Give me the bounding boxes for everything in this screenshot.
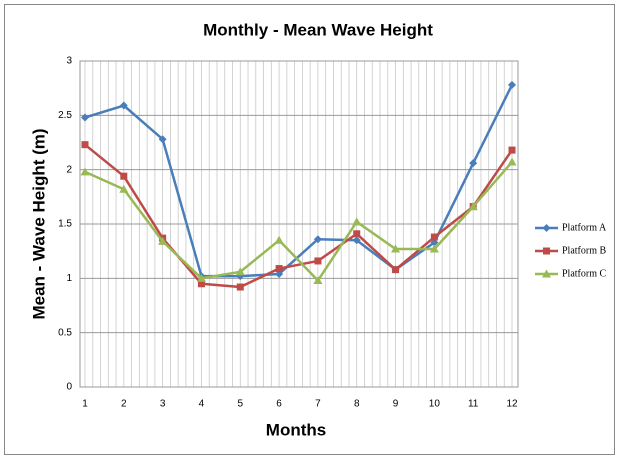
x-tick-label: 4 [199, 399, 205, 410]
marker [196, 273, 206, 282]
y-tick-label: 1.5 [58, 219, 72, 230]
marker [314, 257, 322, 265]
x-tick-label: 8 [354, 399, 360, 410]
legend-label: Platform C [562, 268, 606, 279]
x-tick-label: 6 [276, 399, 282, 410]
series-line [84, 161, 513, 282]
marker [469, 159, 478, 168]
chart-title: Monthly - Mean Wave Height [203, 20, 433, 39]
marker [313, 276, 323, 285]
y-tick-label: 0.5 [58, 327, 72, 338]
marker [352, 217, 362, 226]
y-tick-label: 3 [66, 56, 72, 67]
marker [352, 236, 361, 245]
series-line [84, 143, 514, 289]
marker [197, 280, 205, 288]
marker [543, 247, 550, 255]
y-tick-label: 2 [66, 164, 72, 175]
x-tick-label: 7 [315, 399, 321, 410]
y-tick-label: 0 [66, 382, 72, 393]
x-tick-label: 3 [160, 399, 166, 410]
marker [158, 236, 168, 245]
marker [508, 80, 516, 89]
marker [274, 235, 284, 244]
marker [275, 265, 283, 273]
x-tick-label: 12 [506, 399, 518, 410]
series-line [84, 84, 514, 278]
marker [158, 135, 167, 144]
y-axis-label: Mean - Wave Height (m) [29, 128, 48, 319]
marker [542, 269, 551, 278]
marker [353, 230, 361, 238]
marker [81, 141, 89, 149]
marker [313, 235, 322, 244]
marker [120, 172, 128, 180]
x-tick-label: 1 [82, 399, 88, 410]
marker [235, 267, 245, 276]
x-tick-label: 10 [429, 399, 441, 410]
marker [542, 224, 551, 232]
y-tick-label: 1 [66, 273, 72, 284]
y-tick-label: 2.5 [58, 110, 72, 121]
x-axis-label: Months [266, 420, 326, 439]
marker [81, 113, 89, 122]
x-tick-label: 2 [121, 399, 127, 410]
legend-label: Platform B [562, 245, 606, 256]
marker [80, 167, 90, 176]
marker [468, 202, 478, 211]
marker [507, 157, 517, 166]
x-tick-label: 5 [237, 399, 243, 410]
marker [391, 244, 401, 253]
legend-label: Platform A [562, 222, 607, 233]
marker [119, 184, 129, 193]
marker [429, 244, 439, 253]
marker [236, 283, 244, 291]
marker [119, 101, 128, 110]
marker [392, 266, 400, 274]
x-tick-label: 9 [393, 399, 399, 410]
marker [430, 233, 438, 241]
marker [508, 146, 516, 154]
x-tick-label: 11 [468, 399, 479, 410]
